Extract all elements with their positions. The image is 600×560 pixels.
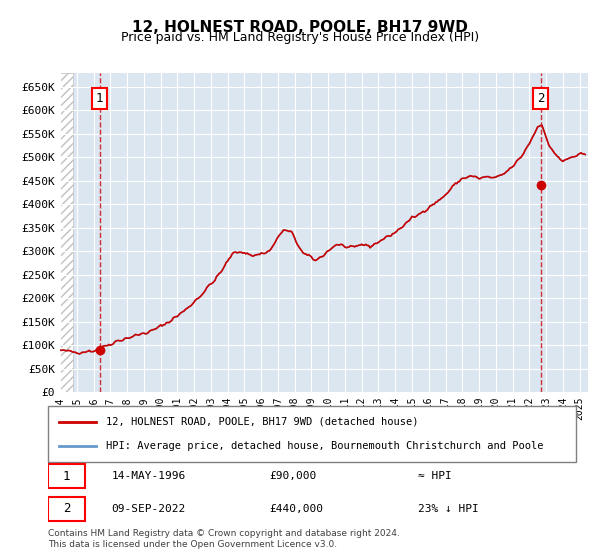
FancyBboxPatch shape <box>48 464 85 488</box>
Text: 1: 1 <box>96 92 103 105</box>
Text: Contains HM Land Registry data © Crown copyright and database right 2024.
This d: Contains HM Land Registry data © Crown c… <box>48 529 400 549</box>
Text: Price paid vs. HM Land Registry's House Price Index (HPI): Price paid vs. HM Land Registry's House … <box>121 31 479 44</box>
Text: 2: 2 <box>63 502 70 515</box>
FancyBboxPatch shape <box>48 497 85 521</box>
Text: £90,000: £90,000 <box>270 471 317 481</box>
Text: 09-SEP-2022: 09-SEP-2022 <box>112 504 185 514</box>
Text: ≈ HPI: ≈ HPI <box>418 471 451 481</box>
Text: 23% ↓ HPI: 23% ↓ HPI <box>418 504 478 514</box>
Text: £440,000: £440,000 <box>270 504 324 514</box>
Text: 2: 2 <box>537 92 545 105</box>
FancyBboxPatch shape <box>48 406 576 462</box>
Text: HPI: Average price, detached house, Bournemouth Christchurch and Poole: HPI: Average price, detached house, Bour… <box>106 441 544 451</box>
Text: 1: 1 <box>63 470 70 483</box>
Text: 12, HOLNEST ROAD, POOLE, BH17 9WD: 12, HOLNEST ROAD, POOLE, BH17 9WD <box>132 20 468 35</box>
Text: 12, HOLNEST ROAD, POOLE, BH17 9WD (detached house): 12, HOLNEST ROAD, POOLE, BH17 9WD (detac… <box>106 417 419 427</box>
Text: 14-MAY-1996: 14-MAY-1996 <box>112 471 185 481</box>
